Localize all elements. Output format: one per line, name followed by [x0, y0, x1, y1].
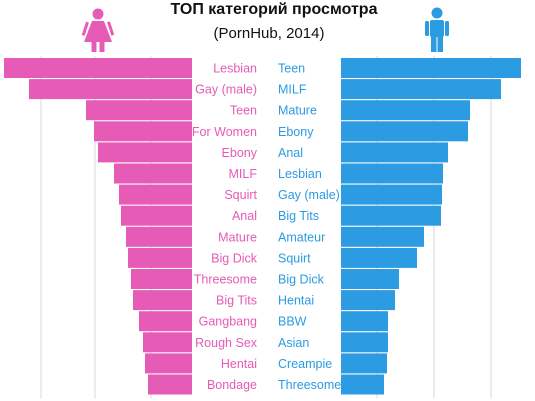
- male-category-label: Creampie: [278, 357, 332, 371]
- female-bar-16: [148, 374, 192, 395]
- male-category-label: Teen: [278, 62, 305, 76]
- female-bar-8: [121, 205, 192, 226]
- male-bar-6: [341, 163, 443, 184]
- female-category-label: Lesbian: [213, 62, 257, 76]
- male-category-label: MILF: [278, 83, 307, 97]
- female-category-label: Mature: [218, 230, 257, 244]
- male-bar-13: [341, 311, 388, 332]
- male-bar-1: [341, 58, 521, 78]
- male-bar-10: [341, 247, 417, 268]
- male-category-label: Asian: [278, 336, 309, 350]
- male-bar-2: [341, 79, 501, 100]
- female-bar-14: [143, 332, 192, 353]
- bars-layer: [4, 58, 521, 395]
- male-category-label: Hentai: [278, 294, 314, 308]
- female-icon: [81, 8, 115, 52]
- female-bar-6: [114, 163, 192, 184]
- male-category-label: Big Dick: [278, 273, 325, 287]
- female-category-label: Ebony: [222, 146, 258, 160]
- male-bar-8: [341, 205, 441, 226]
- male-icon: [425, 7, 449, 52]
- male-category-label: Squirt: [278, 251, 311, 265]
- female-category-label: Bondage: [207, 378, 257, 392]
- male-category-label: Threesome: [278, 378, 341, 392]
- male-category-label: Mature: [278, 104, 317, 118]
- female-category-label: Squirt: [224, 188, 257, 202]
- male-category-label: Gay (male): [278, 188, 340, 202]
- female-bar-5: [98, 142, 192, 163]
- labels-layer: Lesbian Gay (male) Teen For Women Ebony MILF S…: [192, 62, 341, 393]
- male-category-label: Lesbian: [278, 167, 322, 181]
- male-bar-12: [341, 290, 395, 311]
- female-bar-10: [128, 247, 192, 268]
- male-bar-5: [341, 142, 448, 163]
- female-bar-12: [133, 290, 192, 311]
- male-category-label: Big Tits: [278, 209, 319, 223]
- female-category-label: For Women: [192, 125, 257, 139]
- female-category-label: Big Dick: [211, 251, 258, 265]
- female-bar-13: [139, 311, 192, 332]
- female-bar-3: [86, 100, 192, 121]
- male-bar-3: [341, 100, 470, 121]
- female-category-label: Gay (male): [195, 83, 257, 97]
- female-bar-11: [131, 269, 192, 289]
- male-category-label: Anal: [278, 146, 303, 160]
- female-category-label: Teen: [230, 104, 257, 118]
- male-category-label: Ebony: [278, 125, 314, 139]
- female-bar-1: [4, 58, 192, 78]
- female-category-label: Hentai: [221, 357, 257, 371]
- female-category-label: Anal: [232, 209, 257, 223]
- female-category-label: Big Tits: [216, 294, 257, 308]
- chart-title: ТОП категорий просмотра: [171, 1, 378, 18]
- male-category-label: BBW: [278, 315, 307, 329]
- female-bar-9: [126, 226, 192, 247]
- female-category-label: Gangbang: [199, 315, 257, 329]
- female-bar-4: [94, 121, 192, 142]
- chart-subtitle: (PornHub, 2014): [214, 25, 325, 42]
- male-bar-16: [341, 374, 384, 395]
- male-bar-4: [341, 121, 468, 142]
- male-bar-9: [341, 226, 424, 247]
- female-bar-15: [145, 353, 192, 374]
- female-category-label: MILF: [229, 167, 258, 181]
- male-category-label: Amateur: [278, 230, 325, 244]
- male-bar-11: [341, 269, 399, 289]
- female-bar-2: [29, 79, 192, 100]
- male-bar-7: [341, 184, 442, 205]
- female-bar-7: [119, 184, 192, 205]
- male-bar-14: [341, 332, 388, 353]
- female-category-label: Threesome: [194, 273, 257, 287]
- male-bar-15: [341, 353, 387, 374]
- female-category-label: Rough Sex: [195, 336, 258, 350]
